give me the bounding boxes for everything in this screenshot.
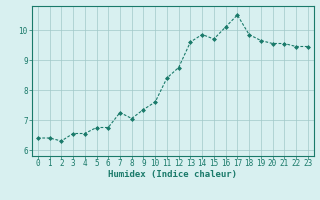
X-axis label: Humidex (Indice chaleur): Humidex (Indice chaleur) — [108, 170, 237, 179]
